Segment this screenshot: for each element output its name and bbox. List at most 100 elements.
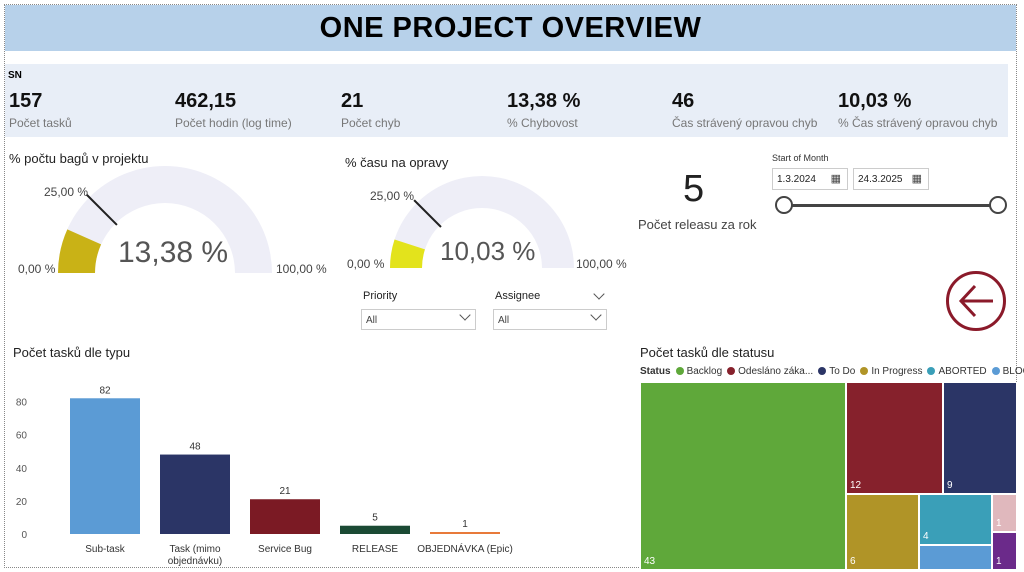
treemap-cell-label: 1 [996, 518, 1002, 529]
x-category-label: OBJEDNÁVKA (Epic) [417, 542, 513, 555]
treemap-cell-odeslano[interactable]: 12 [846, 382, 943, 494]
x-category-label: objednávku) [168, 556, 222, 567]
treemap-legend: Status Backlog Odesláno záka... To Do In… [640, 366, 1024, 377]
calendar-icon[interactable]: ▦ [830, 173, 841, 185]
legend-item[interactable]: Backlog [675, 366, 723, 377]
back-button[interactable] [946, 271, 1006, 331]
y-tick-label: 0 [21, 530, 27, 541]
end-date-value: 24.3.2025 [858, 174, 903, 185]
bar-data-label: 48 [189, 442, 201, 453]
treemap-cell-other[interactable]: 1 [992, 532, 1017, 570]
kpi-value: 46 [672, 90, 695, 112]
date-slider-end-handle[interactable] [989, 196, 1007, 214]
bar[interactable] [340, 525, 410, 534]
treemap-cell-in-progress[interactable]: 6 [846, 494, 919, 570]
date-slider-start-handle[interactable] [775, 196, 793, 214]
legend-dot [818, 367, 827, 376]
treemap-cell-todo[interactable]: 9 [943, 382, 1017, 494]
treemap-chart[interactable]: 43 12 9 6 4 1 1 [640, 382, 1017, 570]
bar-chart[interactable]: 0 20 40 60 80 82 Sub-task 48 Task (mimoobjednávk… [0, 360, 540, 570]
assignee-filter-title: Assignee [495, 290, 541, 302]
report-frame [4, 4, 1017, 568]
chevron-down-icon [590, 309, 602, 321]
assignee-dropdown[interactable]: All [493, 309, 607, 330]
bar-data-label: 21 [279, 486, 291, 497]
legend-label: To Do [829, 366, 856, 377]
calendar-icon[interactable]: ▦ [911, 173, 922, 185]
legend-item[interactable]: BLOCKED [991, 366, 1024, 377]
x-category-label: Task (mimo [169, 544, 221, 555]
kpi-label: Čas strávený opravou chyb [672, 116, 818, 130]
gauge2-min-label: 0,00 % [347, 257, 385, 271]
legend-dot [675, 367, 684, 376]
kpi-card[interactable]: 157 Počet tasků [9, 90, 72, 130]
gauge1-value: 13,38 % [118, 236, 229, 269]
legend-label: BLOCKED [1002, 366, 1024, 377]
x-category-label: Service Bug [258, 544, 312, 555]
legend-label: Odesláno záka... [738, 366, 814, 377]
bar-data-label: 82 [99, 385, 111, 396]
legend-item[interactable]: Odesláno záka... [727, 366, 813, 377]
end-date-input[interactable]: 24.3.2025 ▦ [853, 168, 929, 190]
date-slider-track[interactable] [784, 204, 998, 207]
release-count: 5 [683, 168, 705, 210]
gauge1-min-label: 0,00 % [18, 262, 56, 276]
kpi-value: 462,15 [175, 90, 237, 112]
legend-dot [927, 367, 936, 376]
kpi-value: 10,03 % [838, 90, 912, 112]
gauge2-value: 10,03 % [440, 236, 536, 266]
report-title: ONE PROJECT OVERVIEW [319, 11, 702, 44]
legend-item[interactable]: In Progress [860, 366, 922, 377]
bar[interactable] [70, 398, 140, 534]
kpi-card[interactable]: 10,03 % % Čas strávený opravou chyb [838, 90, 997, 130]
gauge2-target-label: 25,00 % [370, 189, 415, 203]
kpi-label: % Čas strávený opravou chyb [838, 116, 998, 130]
legend-item[interactable]: To Do [818, 366, 855, 377]
kpi-value: 21 [341, 90, 364, 112]
bar[interactable] [250, 499, 320, 534]
kpi-value: 13,38 % [507, 90, 581, 112]
kpi-label: Počet tasků [9, 116, 72, 130]
start-date-input[interactable]: 1.3.2024 ▦ [772, 168, 848, 190]
arrow-left-icon [958, 284, 993, 318]
bar[interactable] [430, 532, 500, 534]
legend-item[interactable]: ABORTED [927, 366, 987, 377]
treemap-title: Počet tasků dle statusu [640, 345, 775, 360]
kpi-label: % Chybovost [507, 116, 578, 130]
priority-dropdown[interactable]: All [361, 309, 476, 330]
treemap-cell-aborted[interactable]: 4 [919, 494, 992, 545]
priority-filter-title: Priority [363, 290, 398, 302]
assignee-dropdown-value: All [498, 315, 510, 326]
chevron-down-icon [459, 309, 471, 321]
y-tick-label: 60 [16, 431, 28, 442]
kpi-card[interactable]: 462,15 Počet hodin (log time) [175, 90, 292, 130]
start-date-value: 1.3.2024 [777, 174, 816, 185]
kpi-label: Počet chyb [341, 116, 401, 130]
kpi-card[interactable]: 46 Čas strávený opravou chyb [672, 90, 817, 130]
treemap-cell-label: 4 [923, 531, 929, 542]
x-category-label: RELEASE [352, 544, 398, 555]
legend-label: Backlog [686, 366, 723, 377]
kpi-card[interactable]: 21 Počet chyb [341, 90, 400, 130]
legend-label: ABORTED [938, 366, 987, 377]
legend-dot [860, 367, 869, 376]
treemap-cell-label: 6 [850, 556, 856, 567]
priority-dropdown-value: All [366, 315, 378, 326]
release-label: Počet releasu za rok [638, 217, 757, 232]
y-tick-label: 80 [16, 398, 28, 409]
treemap-cell-blocked[interactable] [919, 545, 992, 570]
kpi-card[interactable]: 13,38 % % Chybovost [507, 90, 580, 130]
y-tick-label: 20 [16, 497, 28, 508]
bar-data-label: 5 [372, 513, 378, 524]
kpi-label: Počet hodin (log time) [175, 116, 292, 130]
gauge2-max-label: 100,00 % [576, 257, 627, 271]
treemap-cell-backlog[interactable]: 43 [640, 382, 846, 570]
y-tick-label: 40 [16, 464, 28, 475]
treemap-cell-other[interactable]: 1 [992, 494, 1017, 532]
kpi-strip [5, 64, 1008, 137]
legend-dot [991, 367, 1000, 376]
treemap-cell-label: 12 [850, 480, 862, 491]
report-header: ONE PROJECT OVERVIEW [5, 5, 1016, 51]
legend-title: Status [640, 366, 671, 377]
bar[interactable] [160, 454, 230, 534]
